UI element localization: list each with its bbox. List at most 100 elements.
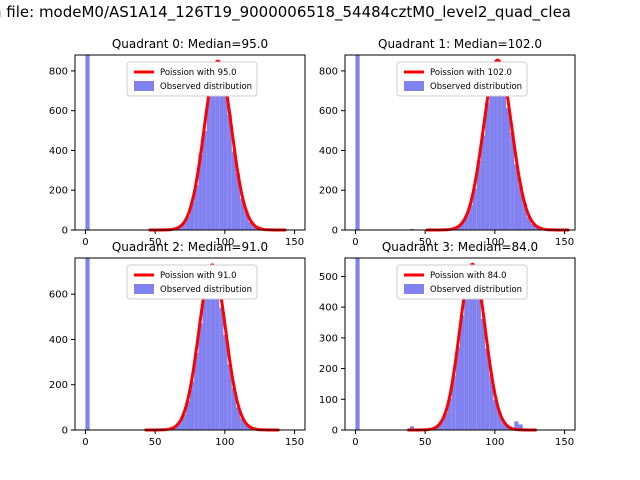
poisson-curve [425, 58, 570, 232]
x-tick-label: 150 [555, 237, 574, 248]
y-tick-label: 600 [49, 290, 68, 301]
hist-bar [460, 315, 465, 430]
hist-bars [355, 55, 557, 231]
hist-bar [531, 224, 536, 230]
hist-bar [231, 151, 236, 230]
axes-frame [344, 257, 576, 431]
hist-bar [227, 114, 232, 230]
hist-bar [497, 412, 502, 430]
axes-frame [74, 257, 306, 431]
y-tick-label: 400 [319, 303, 338, 314]
hist-bar [501, 82, 506, 230]
hist-bar [240, 418, 245, 430]
y-tick-label: 400 [319, 146, 338, 157]
legend-box [126, 61, 258, 97]
hist-bar [202, 130, 207, 230]
x-tick-label: 100 [215, 237, 234, 248]
hist-bar [447, 398, 452, 430]
hist-bar [223, 92, 228, 230]
legend-patch-sample [134, 284, 154, 294]
hist-bar [190, 201, 195, 230]
hist-bar [223, 334, 228, 430]
x-tick-label: 100 [485, 437, 504, 448]
hist-bar [185, 400, 190, 430]
hist-bar [464, 288, 469, 430]
hist-bar [480, 135, 486, 230]
hist-bar [506, 107, 511, 230]
hist-bar [185, 216, 190, 230]
hist-bar [206, 95, 211, 230]
hist-bar [522, 203, 527, 230]
hist-bar [198, 323, 203, 430]
hist-bar [219, 307, 224, 430]
subplot-title: Quadrant 2: Median=91.0 [112, 240, 268, 254]
hist-bar [355, 258, 360, 430]
hist-bar [476, 290, 481, 430]
hist-bar [526, 216, 532, 231]
hist-bar [194, 185, 199, 230]
y-tick-label: 0 [332, 426, 338, 437]
legend-label-observed: Observed distribution [160, 285, 252, 295]
hist-bar [244, 424, 249, 430]
hist-bar [181, 222, 186, 230]
hist-bar [219, 65, 224, 230]
x-tick-label: 150 [555, 437, 574, 448]
hist-bar [409, 426, 414, 430]
hist-bar [194, 353, 199, 430]
legend-label-observed: Observed distribution [160, 82, 252, 92]
x-tick-label: 0 [352, 237, 358, 248]
hist-bar [231, 388, 236, 430]
hist-bar [181, 414, 186, 430]
legend-patch-sample [404, 81, 424, 91]
y-tick-label: 500 [319, 272, 338, 283]
hist-bar [472, 188, 477, 230]
axes-frame [344, 54, 576, 231]
y-tick-label: 200 [319, 364, 338, 375]
hist-bar [198, 154, 203, 230]
legend-box [396, 264, 528, 300]
axes-frame [74, 54, 306, 231]
hist-bar [510, 132, 515, 230]
hist-bar [493, 68, 498, 230]
y-tick-label: 0 [62, 226, 68, 237]
hist-bar [485, 102, 490, 230]
hist-bar [460, 222, 465, 230]
legend-patch-sample [404, 284, 424, 294]
hist-bar [206, 273, 211, 430]
y-tick-label: 800 [319, 66, 338, 77]
hist-bar [518, 185, 523, 230]
x-tick-label: 100 [485, 237, 504, 248]
legend-label-poisson: Poission with 95.0 [160, 68, 237, 78]
hist-bar [439, 422, 444, 430]
subplot-quadrant-2: 0 50 100 150 0 200 400 600 Quadrant 2: Median=91… [49, 240, 306, 448]
subplot-quadrant-1: 0 50 100 150 0 200 400 600 800 Quadrant 1: Median… [319, 37, 576, 248]
hist-bar [514, 421, 519, 430]
y-tick-label: 400 [49, 146, 68, 157]
hist-bar [190, 381, 195, 430]
x-tick-label: 50 [149, 237, 162, 248]
hist-bar [210, 72, 216, 231]
hist-bar [476, 160, 481, 230]
hist-bar [489, 374, 494, 430]
y-tick-label: 300 [319, 333, 338, 344]
hist-bar [480, 318, 486, 430]
x-tick-label: 50 [419, 237, 432, 248]
hist-bar [468, 205, 473, 230]
y-tick-label: 0 [332, 226, 338, 237]
legend-label-poisson: Poission with 91.0 [160, 271, 237, 281]
subplot-title: Quadrant 1: Median=102.0 [378, 37, 542, 51]
legend-label-poisson: Poission with 84.0 [430, 271, 507, 281]
poisson-curve [148, 59, 287, 232]
hist-bar [244, 210, 249, 230]
hist-bar [248, 222, 253, 230]
hist-bar [236, 173, 241, 230]
hist-bars [85, 55, 282, 231]
x-tick-label: 150 [285, 437, 304, 448]
y-tick-label: 200 [49, 380, 68, 391]
hist-bar [455, 347, 460, 430]
legend-box [396, 61, 528, 97]
hist-bar [236, 407, 241, 430]
